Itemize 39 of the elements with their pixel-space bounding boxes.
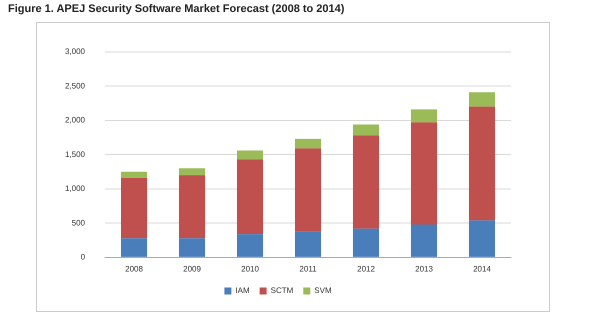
bar — [352, 135, 380, 229]
x-tick-label: 2009 — [183, 264, 202, 274]
x-tick-label: 2012 — [357, 264, 376, 274]
y-tick-label: 500 — [72, 218, 86, 228]
bar — [178, 175, 206, 238]
x-tick-label: 2011 — [299, 264, 318, 274]
bar — [468, 220, 496, 257]
y-tick-label: 1,500 — [64, 150, 86, 159]
bar — [236, 159, 264, 234]
bar — [352, 124, 380, 136]
bar — [410, 224, 438, 257]
x-tick-label: 2008 — [125, 264, 144, 274]
bar — [294, 138, 322, 148]
chart-title: Figure 1. APEJ Security Software Market Forecast (2008 to 2014) — [8, 3, 344, 15]
y-tick-label: 2,500 — [64, 81, 86, 90]
legend-label: IAM — [235, 286, 250, 296]
bar — [468, 92, 496, 107]
bar — [352, 228, 380, 257]
bar — [178, 168, 206, 176]
legend-label: SVM — [314, 286, 332, 296]
bar — [120, 178, 148, 238]
bar — [294, 231, 322, 257]
bar — [120, 238, 148, 257]
bar — [120, 172, 148, 178]
bar — [236, 150, 264, 160]
bar — [294, 148, 322, 232]
bar — [468, 106, 496, 220]
bar — [410, 109, 438, 122]
x-tick-label: 2013 — [415, 264, 434, 274]
bar — [410, 122, 438, 225]
y-tick-label: 1,000 — [64, 184, 86, 194]
x-tick-label: 2010 — [241, 264, 260, 274]
y-tick-label: 2,000 — [64, 116, 86, 125]
y-tick-label: 0 — [80, 252, 86, 262]
legend-label: SCTM — [270, 286, 294, 296]
bar — [236, 234, 264, 257]
y-tick-label: 3,000 — [64, 47, 86, 56]
bar — [178, 238, 206, 257]
x-tick-label: 2014 — [473, 264, 492, 274]
